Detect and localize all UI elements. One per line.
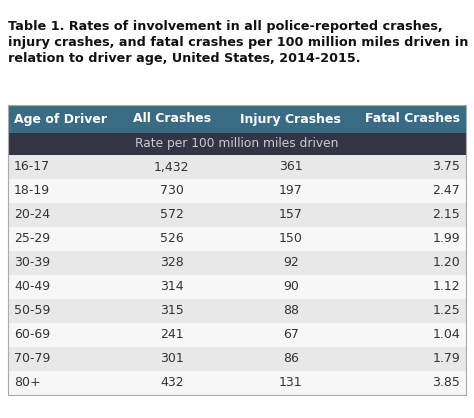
Text: 3.85: 3.85 — [432, 377, 460, 390]
Text: 3.75: 3.75 — [432, 161, 460, 173]
Text: 20-24: 20-24 — [14, 209, 50, 222]
Text: Injury Crashes: Injury Crashes — [240, 112, 341, 125]
Text: 50-59: 50-59 — [14, 304, 50, 318]
Text: 315: 315 — [160, 304, 183, 318]
Text: relation to driver age, United States, 2014-2015.: relation to driver age, United States, 2… — [8, 52, 361, 65]
Text: 67: 67 — [283, 329, 299, 342]
Text: Fatal Crashes: Fatal Crashes — [365, 112, 460, 125]
Text: 88: 88 — [283, 304, 299, 318]
Bar — [8, 227, 466, 251]
Text: 1.12: 1.12 — [432, 280, 460, 293]
Text: 157: 157 — [279, 209, 303, 222]
Text: 1.25: 1.25 — [432, 304, 460, 318]
Text: 40-49: 40-49 — [14, 280, 50, 293]
Text: 730: 730 — [160, 184, 183, 197]
Bar — [8, 299, 466, 323]
Text: 70-79: 70-79 — [14, 352, 50, 365]
Text: 328: 328 — [160, 257, 183, 270]
Text: 86: 86 — [283, 352, 299, 365]
Text: 90: 90 — [283, 280, 299, 293]
Text: 30-39: 30-39 — [14, 257, 50, 270]
Text: 1.20: 1.20 — [432, 257, 460, 270]
Text: 432: 432 — [160, 377, 183, 390]
Bar — [8, 105, 466, 395]
Bar — [8, 203, 466, 227]
Text: 25-29: 25-29 — [14, 232, 50, 245]
Text: 1.04: 1.04 — [432, 329, 460, 342]
Text: 16-17: 16-17 — [14, 161, 50, 173]
Text: Rate per 100 million miles driven: Rate per 100 million miles driven — [135, 138, 339, 150]
Bar — [8, 347, 466, 371]
Text: Table 1. Rates of involvement in all police-reported crashes,: Table 1. Rates of involvement in all pol… — [8, 20, 443, 33]
Bar — [8, 179, 466, 203]
Text: 241: 241 — [160, 329, 183, 342]
Text: 572: 572 — [160, 209, 183, 222]
Text: 314: 314 — [160, 280, 183, 293]
Text: 2.15: 2.15 — [432, 209, 460, 222]
Text: 1.79: 1.79 — [432, 352, 460, 365]
Text: 80+: 80+ — [14, 377, 41, 390]
Text: 1.99: 1.99 — [432, 232, 460, 245]
Text: All Crashes: All Crashes — [133, 112, 211, 125]
Text: injury crashes, and fatal crashes per 100 million miles driven in: injury crashes, and fatal crashes per 10… — [8, 36, 468, 49]
Bar — [8, 323, 466, 347]
Text: 18-19: 18-19 — [14, 184, 50, 197]
Text: 526: 526 — [160, 232, 183, 245]
Text: Age of Driver: Age of Driver — [14, 112, 107, 125]
Text: 92: 92 — [283, 257, 299, 270]
Bar — [8, 105, 466, 133]
Bar — [8, 275, 466, 299]
Text: 60-69: 60-69 — [14, 329, 50, 342]
Text: 2.47: 2.47 — [432, 184, 460, 197]
Text: 361: 361 — [279, 161, 302, 173]
Text: 197: 197 — [279, 184, 303, 197]
Bar — [8, 133, 466, 155]
Bar — [8, 155, 466, 179]
Text: 131: 131 — [279, 377, 302, 390]
Text: 301: 301 — [160, 352, 183, 365]
Text: 150: 150 — [279, 232, 303, 245]
Text: 1,432: 1,432 — [154, 161, 190, 173]
Bar — [8, 251, 466, 275]
Bar — [8, 371, 466, 395]
